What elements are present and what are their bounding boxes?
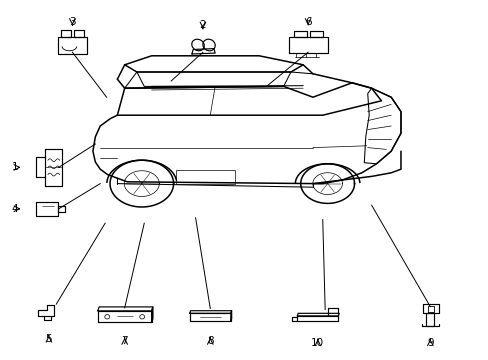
Bar (176, 170, 234, 184)
Text: 2: 2 (199, 20, 206, 30)
Text: 8: 8 (206, 336, 213, 346)
Text: 9: 9 (426, 338, 433, 348)
Text: 1: 1 (11, 162, 18, 172)
Text: 7: 7 (121, 336, 128, 346)
Text: 3: 3 (69, 17, 76, 27)
Text: 5: 5 (45, 334, 52, 344)
Text: 4: 4 (11, 204, 18, 214)
Text: 6: 6 (304, 17, 311, 27)
Text: 10: 10 (311, 338, 324, 348)
